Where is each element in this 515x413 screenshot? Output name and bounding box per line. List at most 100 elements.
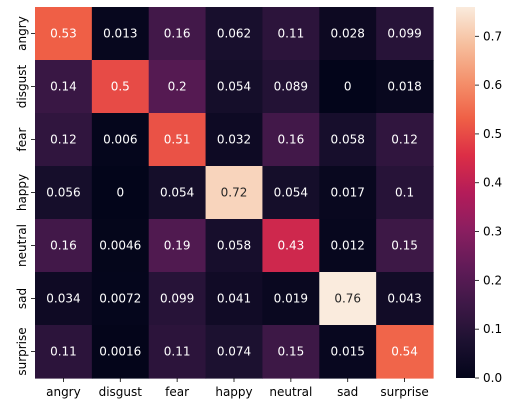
heatmap-cell-neutral-disgust	[91, 219, 150, 273]
heatmap-cell-surprise-neutral	[262, 325, 320, 379]
cell-value-label: 0.041	[217, 292, 251, 306]
heatmap-cell-neutral-fear	[148, 219, 207, 273]
cell-value-label: 0.19	[164, 239, 191, 253]
cell-value-label: 0.12	[50, 133, 77, 147]
cell-value-label: 0.013	[103, 27, 137, 41]
cell-value-label: 0.2	[168, 80, 187, 94]
heatmap-cell-angry-disgust	[91, 7, 150, 61]
cell-value-label: 0	[116, 186, 124, 200]
cell-value-label: 0.058	[217, 239, 251, 253]
heatmap-cell-fear-fear	[148, 113, 207, 167]
heatmap-cell-fear-surprise	[376, 113, 434, 167]
heatmap-cell-happy-fear	[148, 166, 207, 220]
y-tick-label: happy	[15, 174, 29, 211]
cell-value-label: 0.074	[217, 345, 251, 359]
heatmap-cell-surprise-happy	[205, 325, 264, 379]
cell-value-label: 0.019	[274, 292, 308, 306]
heatmap-cell-happy-surprise	[376, 166, 434, 220]
cell-value-label: 0.76	[334, 292, 361, 306]
heatmap-cell-sad-disgust	[91, 272, 150, 326]
heatmap-cell-surprise-sad	[319, 325, 377, 379]
heatmap-cell-disgust-neutral	[262, 60, 320, 114]
heatmap-cell-disgust-sad	[319, 60, 377, 114]
heatmap-cell-surprise-angry	[35, 325, 93, 379]
cell-value-label: 0.51	[164, 133, 191, 147]
cell-value-label: 0.16	[50, 239, 77, 253]
heatmap-cell-fear-sad	[319, 113, 377, 167]
cell-value-label: 0.054	[274, 186, 308, 200]
cell-value-label: 0.0046	[99, 239, 141, 253]
x-tick-label: surprise	[380, 385, 428, 399]
cell-value-label: 0.012	[331, 239, 365, 253]
y-tick-label: angry	[15, 16, 29, 51]
heatmap-cell-fear-happy	[205, 113, 264, 167]
cell-value-label: 0.062	[217, 27, 251, 41]
cell-value-label: 0.11	[50, 345, 77, 359]
heatmap-cell-disgust-angry	[35, 60, 93, 114]
cell-value-label: 0.14	[50, 80, 77, 94]
heatmap-cell-happy-neutral	[262, 166, 320, 220]
colorbar-tick-label: 0.7	[483, 29, 502, 43]
heatmap-cell-disgust-happy	[205, 60, 264, 114]
y-tick-label: sad	[15, 288, 29, 309]
cell-value-label: 0.15	[391, 239, 418, 253]
heatmap-cell-sad-angry	[35, 272, 93, 326]
cell-value-label: 0.1	[395, 186, 414, 200]
heatmap-cell-surprise-fear	[148, 325, 207, 379]
heatmap-cell-sad-neutral	[262, 272, 320, 326]
heatmap-cell-neutral-neutral	[262, 219, 320, 273]
cell-value-label: 0	[344, 80, 352, 94]
heatmap-cell-labels: 0.53 0.013 0.16 0.062 0.11 0.028 0.099 0.14 0.5 0…	[46, 27, 421, 359]
heatmap-cell-angry-sad	[319, 7, 377, 61]
heatmap-cell-happy-sad	[319, 166, 377, 220]
heatmap-cell-disgust-fear	[148, 60, 207, 114]
x-tick-label: neutral	[269, 385, 312, 399]
cell-value-label: 0.53	[50, 27, 77, 41]
heatmap-cell-happy-angry	[35, 166, 93, 220]
heatmap-cell-angry-angry	[35, 7, 93, 61]
heatmap-cell-disgust-surprise	[376, 60, 434, 114]
cell-value-label: 0.099	[160, 292, 194, 306]
colorbar-gradient	[456, 7, 475, 378]
cell-value-label: 0.0016	[99, 345, 141, 359]
heatmap-cell-happy-happy	[205, 166, 264, 220]
colorbar-tick-label: 0.4	[483, 176, 502, 190]
cell-value-label: 0.056	[46, 186, 80, 200]
cell-value-label: 0.15	[278, 345, 305, 359]
colorbar-tick-label: 0.0	[483, 371, 502, 385]
colorbar-tick-label: 0.5	[483, 127, 502, 141]
y-tick-label: neutral	[15, 224, 29, 267]
heatmap-cell-angry-fear	[148, 7, 207, 61]
colorbar-tick-label: 0.1	[483, 322, 502, 336]
cell-value-label: 0.034	[46, 292, 80, 306]
x-tick-label: angry	[46, 385, 81, 399]
cell-value-label: 0.54	[391, 345, 418, 359]
heatmap-cell-sad-sad	[319, 272, 377, 326]
cell-value-label: 0.028	[331, 27, 365, 41]
cell-value-label: 0.032	[217, 133, 251, 147]
heatmap-cell-fear-disgust	[91, 113, 150, 167]
x-tick-label: happy	[215, 385, 252, 399]
heatmap-cell-sad-surprise	[376, 272, 434, 326]
cell-value-label: 0.018	[387, 80, 421, 94]
colorbar-tick-label: 0.2	[483, 273, 502, 287]
heatmap-cell-angry-happy	[205, 7, 264, 61]
cell-value-label: 0.015	[331, 345, 365, 359]
heatmap-cells	[35, 7, 434, 379]
cell-value-label: 0.72	[221, 186, 248, 200]
x-tick-label: disgust	[99, 385, 143, 399]
y-tick-label: surprise	[15, 327, 29, 375]
colorbar-ticks: 0.0 0.1 0.2 0.3 0.4 0.5 0.6 0.7	[475, 29, 502, 385]
heatmap-cell-angry-neutral	[262, 7, 320, 61]
cell-value-label: 0.0072	[99, 292, 141, 306]
colorbar-tick-label: 0.3	[483, 225, 502, 239]
cell-value-label: 0.16	[278, 133, 305, 147]
heatmap-cell-neutral-sad	[319, 219, 377, 273]
heatmap-cell-neutral-surprise	[376, 219, 434, 273]
heatmap-cell-surprise-disgust	[91, 325, 150, 379]
cell-value-label: 0.5	[111, 80, 130, 94]
heatmap-cell-sad-happy	[205, 272, 264, 326]
heatmap-cell-surprise-surprise	[376, 325, 434, 379]
colorbar: 0.0 0.1 0.2 0.3 0.4 0.5 0.6 0.7	[456, 7, 502, 385]
